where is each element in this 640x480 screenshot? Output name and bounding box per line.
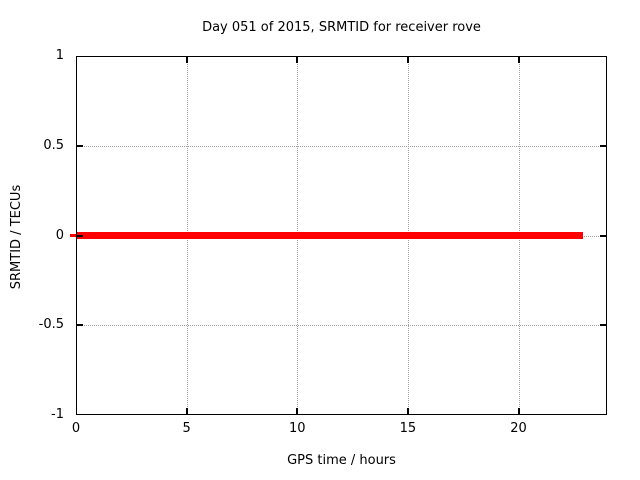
y-tick-right-0 bbox=[600, 234, 607, 237]
x-tick-label-0: 0 bbox=[71, 421, 81, 436]
x-tick-top-15 bbox=[406, 56, 409, 63]
x-tick-bottom-10 bbox=[296, 408, 299, 415]
x-tick-bottom-20 bbox=[517, 408, 520, 415]
y-tick-left--0.5 bbox=[76, 324, 83, 327]
x-tick-label-5: 5 bbox=[182, 421, 191, 436]
y-tick-label-0: 0 bbox=[55, 227, 64, 243]
series-srmtid-line bbox=[76, 232, 583, 239]
y-tick-right-0.5 bbox=[600, 144, 607, 147]
x-tick-label-20: 20 bbox=[510, 421, 527, 436]
plot-area bbox=[70, 56, 607, 415]
y-tick-left-0 bbox=[76, 234, 83, 237]
y-tick-label--0.5: -0.5 bbox=[38, 317, 64, 333]
x-tick-bottom-5 bbox=[185, 408, 188, 415]
x-tick-label-15: 15 bbox=[399, 421, 417, 436]
y-tick-left-0.5 bbox=[76, 144, 83, 147]
x-tick-top-10 bbox=[296, 56, 299, 63]
gridline-y-0.5 bbox=[76, 145, 607, 147]
series-srmtid-left-cap bbox=[70, 234, 76, 237]
x-tick-top-20 bbox=[517, 56, 520, 63]
x-tick-label-10: 10 bbox=[288, 421, 306, 436]
y-tick-label-1: 1 bbox=[55, 48, 64, 63]
x-tick-top-5 bbox=[185, 56, 188, 63]
y-tick-right--0.5 bbox=[600, 324, 607, 327]
y-tick-label--1: -1 bbox=[51, 407, 64, 422]
chart-title: Day 051 of 2015, SRMTID for receiver rov… bbox=[202, 20, 481, 35]
y-tick-label-0.5: 0.5 bbox=[43, 137, 64, 153]
gridline-y--0.5 bbox=[76, 325, 607, 327]
x-tick-bottom-15 bbox=[406, 408, 409, 415]
x-axis-label: GPS time / hours bbox=[287, 453, 396, 468]
